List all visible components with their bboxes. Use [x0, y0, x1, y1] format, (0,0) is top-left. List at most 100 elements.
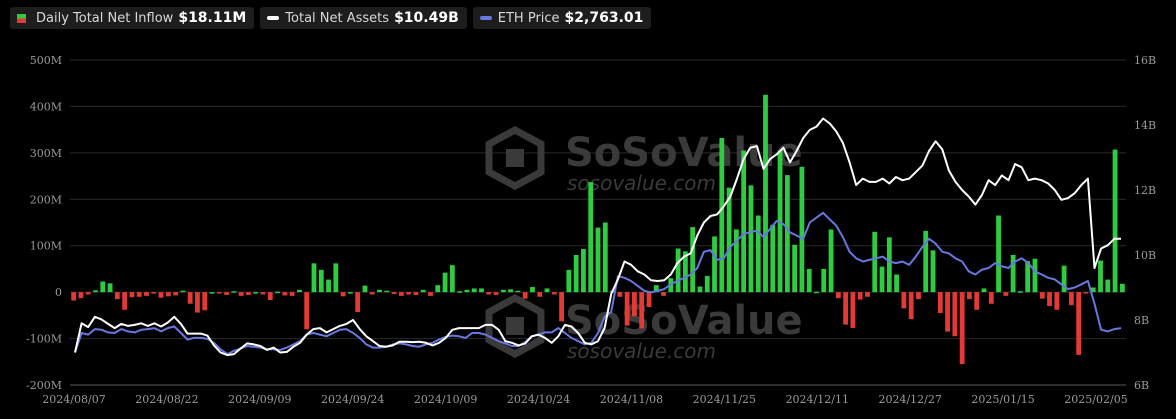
watermark-brand: SoSoValue	[565, 298, 803, 344]
inflow-bar	[566, 269, 572, 293]
inflow-bar	[704, 275, 710, 293]
y-right-tick-label: 6B	[1134, 379, 1149, 392]
inflow-bar	[1112, 149, 1118, 293]
inflow-bar	[297, 289, 302, 293]
x-tick-label: 2024/11/08	[600, 393, 663, 406]
inflow-bar	[202, 292, 208, 311]
inflow-bar	[923, 230, 929, 293]
y-left-tick-label: 400M	[30, 100, 62, 113]
legend-assets[interactable]: Total Net Assets $10.49B	[260, 7, 467, 29]
inflow-bar	[690, 227, 696, 293]
x-tick-label: 2024/12/11	[786, 393, 849, 406]
inflow-bar	[806, 268, 812, 293]
watermark-logo-icon	[485, 126, 545, 190]
inflow-bar	[697, 286, 703, 293]
inflow-bar	[959, 292, 965, 365]
inflow-bar	[449, 265, 455, 293]
inflow-bar	[522, 292, 528, 299]
inflow-bar	[748, 185, 754, 293]
inflow-bar	[559, 292, 564, 322]
inflow-bar	[151, 292, 157, 294]
inflow-bar	[1047, 292, 1052, 307]
inflow-bar	[238, 292, 244, 296]
inflow-bar	[144, 292, 149, 296]
total-net-assets-line	[74, 117, 1121, 357]
y-left-tick-label: -100M	[26, 333, 62, 346]
eth-swatch-icon	[479, 16, 492, 20]
inflow-bar	[792, 244, 798, 293]
inflow-bar	[464, 289, 470, 293]
inflow-bar	[682, 251, 688, 293]
logo-hexagon	[485, 126, 545, 190]
inflow-bar	[391, 292, 397, 294]
inflow-bar	[428, 292, 433, 296]
y-right-tick-label: 10B	[1134, 249, 1156, 262]
x-tick-label: 2024/12/27	[878, 393, 941, 406]
watermark-logo-icon	[485, 294, 545, 358]
inflow-bar	[967, 292, 972, 300]
inflow-bar	[733, 229, 739, 293]
inflow-bar	[624, 292, 630, 326]
inflow-bar	[165, 292, 171, 297]
inflow-bar	[173, 292, 179, 296]
x-tick-label: 2025/01/15	[971, 393, 1034, 406]
inflow-bar	[588, 182, 594, 293]
y-right-tick-label: 14B	[1134, 119, 1156, 132]
inflow-bar	[231, 291, 237, 293]
inflow-bar	[355, 292, 361, 313]
inflow-bar	[246, 292, 251, 295]
inflow-bar	[122, 292, 128, 310]
inflow-bar	[996, 215, 1001, 293]
inflow-bar	[362, 285, 368, 293]
inflow-bar	[114, 292, 120, 300]
inflow-bar	[406, 292, 412, 295]
y-left-tick-label: 100M	[30, 240, 62, 253]
inflow-bar	[726, 187, 732, 293]
logo-hexagon	[485, 294, 545, 358]
inflow-bar	[420, 289, 426, 293]
inflow-bar	[435, 285, 441, 293]
inflow-bar	[129, 292, 135, 298]
inflow-bar	[195, 292, 200, 313]
inflow-bar	[318, 269, 324, 293]
inflow-bar	[326, 279, 331, 293]
inflow-bar	[1076, 292, 1082, 355]
inflow-bar	[340, 292, 346, 297]
x-tick-label: 2024/10/24	[507, 393, 570, 406]
inflow-bar	[828, 229, 834, 293]
inflow-bar	[71, 292, 77, 301]
inflow-bar	[617, 292, 623, 297]
inflow-bar	[471, 288, 477, 293]
inflow-bar	[952, 292, 958, 337]
inflow-bar	[1032, 258, 1038, 293]
inflow-bar	[916, 292, 921, 300]
inflow-bar	[602, 222, 608, 293]
inflow-bar	[872, 231, 878, 293]
legend-assets-label: Total Net Assets	[285, 10, 390, 26]
inflow-bar	[530, 287, 535, 293]
inflow-bar	[93, 290, 98, 293]
inflow-bar	[457, 291, 463, 293]
inflow-bar	[886, 237, 892, 293]
inflow-bar	[384, 290, 390, 293]
inflow-bar	[209, 292, 215, 294]
legend-eth-value: $2,763.01	[564, 10, 644, 26]
y-left-tick-label: 500M	[30, 54, 62, 67]
legend-inflow[interactable]: Daily Total Net Inflow $18.11M	[10, 7, 255, 29]
legend-eth-label: ETH Price	[497, 10, 560, 26]
inflow-bar	[930, 250, 936, 293]
inflow-swatch-icon	[17, 13, 26, 23]
inflow-bar	[289, 292, 295, 296]
inflow-bar	[216, 292, 222, 294]
inflow-bar	[1068, 292, 1074, 306]
inflow-bar	[719, 138, 725, 293]
inflow-bar	[85, 292, 91, 295]
inflow-bar	[661, 292, 666, 296]
logo-core	[506, 317, 524, 335]
inflow-bar	[508, 289, 514, 293]
inflow-bar	[945, 292, 950, 332]
legend-eth[interactable]: ETH Price $2,763.01	[472, 7, 652, 29]
legend: Daily Total Net Inflow $18.11M Total Net…	[10, 7, 652, 29]
